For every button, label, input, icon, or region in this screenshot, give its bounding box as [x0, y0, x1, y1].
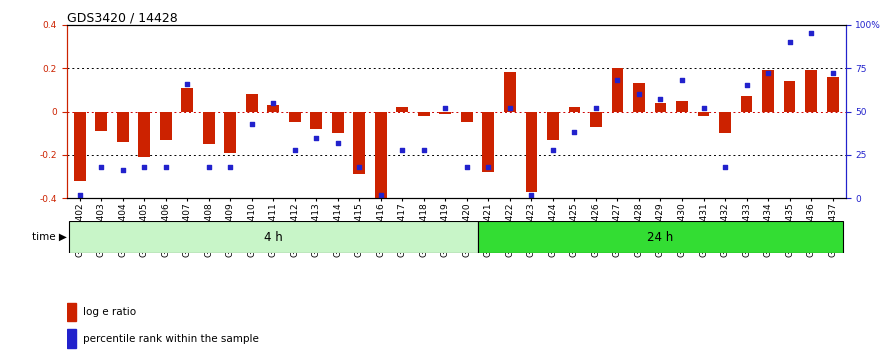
Point: [782, 39, 797, 45]
Point: [825, 70, 839, 76]
Point: [266, 100, 280, 106]
Point: [352, 164, 367, 170]
Point: [73, 192, 87, 198]
Bar: [676, 101, 688, 112]
Bar: [67, 329, 77, 348]
Bar: [267, 105, 279, 112]
Point: [611, 78, 625, 83]
Point: [438, 105, 452, 111]
Point: [158, 164, 173, 170]
Bar: [784, 81, 796, 112]
Point: [546, 147, 560, 153]
Bar: [396, 107, 409, 112]
Bar: [478, 221, 844, 253]
Bar: [547, 112, 559, 140]
Point: [503, 105, 517, 111]
Point: [653, 97, 668, 102]
Bar: [95, 112, 107, 131]
Point: [374, 192, 388, 198]
Bar: [569, 107, 580, 112]
Bar: [590, 112, 602, 127]
Point: [740, 83, 754, 88]
Point: [245, 121, 259, 126]
Point: [632, 91, 646, 97]
Bar: [138, 112, 150, 157]
Bar: [633, 83, 645, 112]
Point: [567, 130, 581, 135]
Bar: [762, 70, 774, 112]
Bar: [74, 112, 85, 181]
Text: log e ratio: log e ratio: [83, 307, 136, 317]
Point: [331, 140, 345, 145]
Bar: [440, 112, 451, 114]
Point: [180, 81, 194, 87]
Bar: [353, 112, 365, 175]
Bar: [461, 112, 473, 122]
Point: [589, 105, 603, 111]
Point: [137, 164, 151, 170]
Bar: [69, 221, 478, 253]
Point: [417, 147, 431, 153]
Bar: [719, 112, 731, 133]
Bar: [203, 112, 214, 144]
Bar: [504, 73, 516, 112]
Point: [287, 147, 302, 153]
Point: [202, 164, 216, 170]
Bar: [182, 88, 193, 112]
Bar: [418, 112, 430, 116]
Bar: [525, 112, 538, 192]
Point: [460, 164, 474, 170]
Bar: [67, 303, 77, 321]
Point: [223, 164, 238, 170]
Bar: [827, 77, 838, 112]
Text: 24 h: 24 h: [647, 231, 674, 244]
Bar: [117, 112, 128, 142]
Point: [718, 164, 732, 170]
Point: [696, 105, 710, 111]
Text: 4 h: 4 h: [264, 231, 283, 244]
Bar: [805, 70, 817, 112]
Bar: [611, 68, 623, 112]
Point: [524, 192, 538, 198]
Point: [309, 135, 323, 141]
Text: time ▶: time ▶: [32, 232, 67, 242]
Bar: [311, 112, 322, 129]
Point: [395, 147, 409, 153]
Bar: [224, 112, 236, 153]
Point: [94, 164, 109, 170]
Bar: [289, 112, 301, 122]
Bar: [740, 96, 752, 112]
Bar: [332, 112, 344, 133]
Bar: [375, 112, 387, 198]
Bar: [482, 112, 494, 172]
Point: [804, 31, 818, 36]
Point: [761, 70, 775, 76]
Bar: [160, 112, 172, 140]
Point: [481, 164, 496, 170]
Bar: [698, 112, 709, 116]
Point: [116, 168, 130, 173]
Bar: [246, 94, 258, 112]
Point: [675, 78, 689, 83]
Bar: [654, 103, 667, 112]
Text: GDS3420 / 14428: GDS3420 / 14428: [67, 12, 177, 25]
Text: percentile rank within the sample: percentile rank within the sample: [83, 334, 259, 344]
